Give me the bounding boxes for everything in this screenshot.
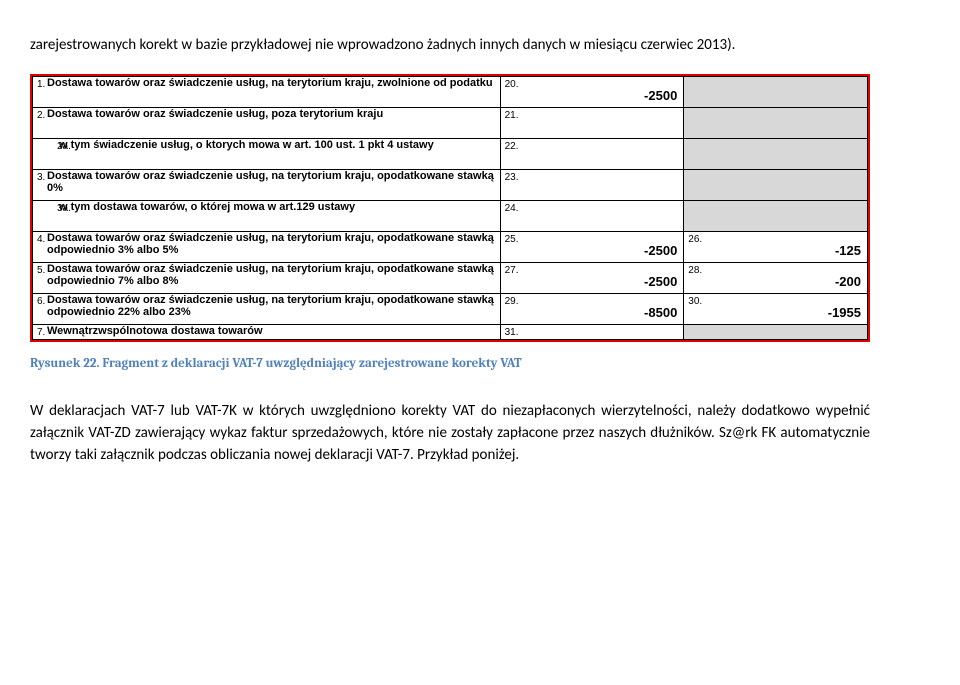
field-number: 25. bbox=[505, 234, 519, 245]
row-number: 6. bbox=[37, 296, 45, 307]
row-number: 4. bbox=[37, 234, 45, 245]
table-row: 1.Dostawa towarów oraz świadczenie usług… bbox=[33, 77, 868, 108]
base-value-cell: 25. -2500 bbox=[500, 232, 684, 263]
row-description: w tym świadczenie usług, o ktorych mowa … bbox=[33, 139, 500, 151]
field-value: -2500 bbox=[644, 243, 677, 258]
tax-value-cell bbox=[684, 77, 868, 108]
tax-value-cell bbox=[684, 201, 868, 232]
row-number: 5. bbox=[37, 265, 45, 276]
base-value-cell: 20. -2500 bbox=[500, 77, 684, 108]
tax-value-cell: 28. -200 bbox=[684, 263, 868, 294]
row-description-cell: 1.Dostawa towarów oraz świadczenie usług… bbox=[33, 77, 501, 108]
row-description-cell: 2a.w tym świadczenie usług, o ktorych mo… bbox=[33, 139, 501, 170]
base-value-cell: 21. bbox=[500, 108, 684, 139]
row-number: 7. bbox=[37, 327, 45, 338]
base-value-cell: 31. bbox=[500, 325, 684, 340]
figure-caption: Rysunek 22. Fragment z deklaracji VAT-7 … bbox=[30, 356, 870, 371]
field-value: -8500 bbox=[644, 305, 677, 320]
field-number: 24. bbox=[505, 203, 519, 214]
row-description-cell: 7.Wewnątrzwspólnotowa dostawa towarów bbox=[33, 325, 501, 340]
row-description-cell: 3.Dostawa towarów oraz świadczenie usług… bbox=[33, 170, 501, 201]
field-value: -2500 bbox=[644, 274, 677, 289]
field-number: 26. bbox=[688, 234, 702, 245]
row-description-cell: 6.Dostawa towarów oraz świadczenie usług… bbox=[33, 294, 501, 325]
row-description: Wewnątrzwspólnotowa dostawa towarów bbox=[33, 325, 500, 337]
row-description: Dostawa towarów oraz świadczenie usług, … bbox=[33, 170, 500, 194]
figure-table-container: 1.Dostawa towarów oraz świadczenie usług… bbox=[30, 74, 870, 342]
vat-form-table: 1.Dostawa towarów oraz świadczenie usług… bbox=[32, 76, 868, 340]
tax-value-cell bbox=[684, 170, 868, 201]
tax-value-cell bbox=[684, 325, 868, 340]
field-number: 22. bbox=[505, 141, 519, 152]
field-number: 30. bbox=[688, 296, 702, 307]
intro-text: zarejestrowanych korekt w bazie przykład… bbox=[30, 35, 870, 56]
row-description-cell: 4.Dostawa towarów oraz świadczenie usług… bbox=[33, 232, 501, 263]
row-description: Dostawa towarów oraz świadczenie usług, … bbox=[33, 108, 500, 120]
row-description: Dostawa towarów oraz świadczenie usług, … bbox=[33, 232, 500, 256]
base-value-cell: 22. bbox=[500, 139, 684, 170]
row-description: Dostawa towarów oraz świadczenie usług, … bbox=[33, 77, 500, 89]
table-row: 2.Dostawa towarów oraz świadczenie usług… bbox=[33, 108, 868, 139]
tax-value-cell: 26. -125 bbox=[684, 232, 868, 263]
table-row: 3a.w tym dostawa towarów, o której mowa … bbox=[33, 201, 868, 232]
row-description: w tym dostawa towarów, o której mowa w a… bbox=[33, 201, 500, 213]
field-number: 20. bbox=[505, 79, 519, 90]
body-paragraph: W deklaracjach VAT-7 lub VAT-7K w któryc… bbox=[30, 401, 870, 466]
row-description: Dostawa towarów oraz świadczenie usług, … bbox=[33, 263, 500, 287]
field-number: 27. bbox=[505, 265, 519, 276]
field-number: 29. bbox=[505, 296, 519, 307]
base-value-cell: 27. -2500 bbox=[500, 263, 684, 294]
row-description-cell: 3a.w tym dostawa towarów, o której mowa … bbox=[33, 201, 501, 232]
table-row: 4.Dostawa towarów oraz świadczenie usług… bbox=[33, 232, 868, 263]
table-row: 5.Dostawa towarów oraz świadczenie usług… bbox=[33, 263, 868, 294]
field-value: -1955 bbox=[828, 305, 861, 320]
row-number: 2. bbox=[37, 110, 45, 121]
field-number: 28. bbox=[688, 265, 702, 276]
base-value-cell: 23. bbox=[500, 170, 684, 201]
table-row: 6.Dostawa towarów oraz świadczenie usług… bbox=[33, 294, 868, 325]
field-value: -200 bbox=[835, 274, 861, 289]
field-number: 31. bbox=[505, 327, 519, 338]
table-row: 3.Dostawa towarów oraz świadczenie usług… bbox=[33, 170, 868, 201]
table-row: 2a.w tym świadczenie usług, o ktorych mo… bbox=[33, 139, 868, 170]
table-row-cutoff: 7.Wewnątrzwspólnotowa dostawa towarów 31. bbox=[33, 325, 868, 340]
field-number: 21. bbox=[505, 110, 519, 121]
row-number: 2a. bbox=[57, 141, 71, 152]
row-number: 3. bbox=[37, 172, 45, 183]
tax-value-cell: 30. -1955 bbox=[684, 294, 868, 325]
row-description-cell: 2.Dostawa towarów oraz świadczenie usług… bbox=[33, 108, 501, 139]
field-value: -125 bbox=[835, 243, 861, 258]
base-value-cell: 29. -8500 bbox=[500, 294, 684, 325]
row-description: Dostawa towarów oraz świadczenie usług, … bbox=[33, 294, 500, 318]
row-description-cell: 5.Dostawa towarów oraz świadczenie usług… bbox=[33, 263, 501, 294]
tax-value-cell bbox=[684, 108, 868, 139]
field-number: 23. bbox=[505, 172, 519, 183]
base-value-cell: 24. bbox=[500, 201, 684, 232]
row-number: 3a. bbox=[57, 203, 71, 214]
tax-value-cell bbox=[684, 139, 868, 170]
row-number: 1. bbox=[37, 79, 45, 90]
field-value: -2500 bbox=[644, 88, 677, 103]
